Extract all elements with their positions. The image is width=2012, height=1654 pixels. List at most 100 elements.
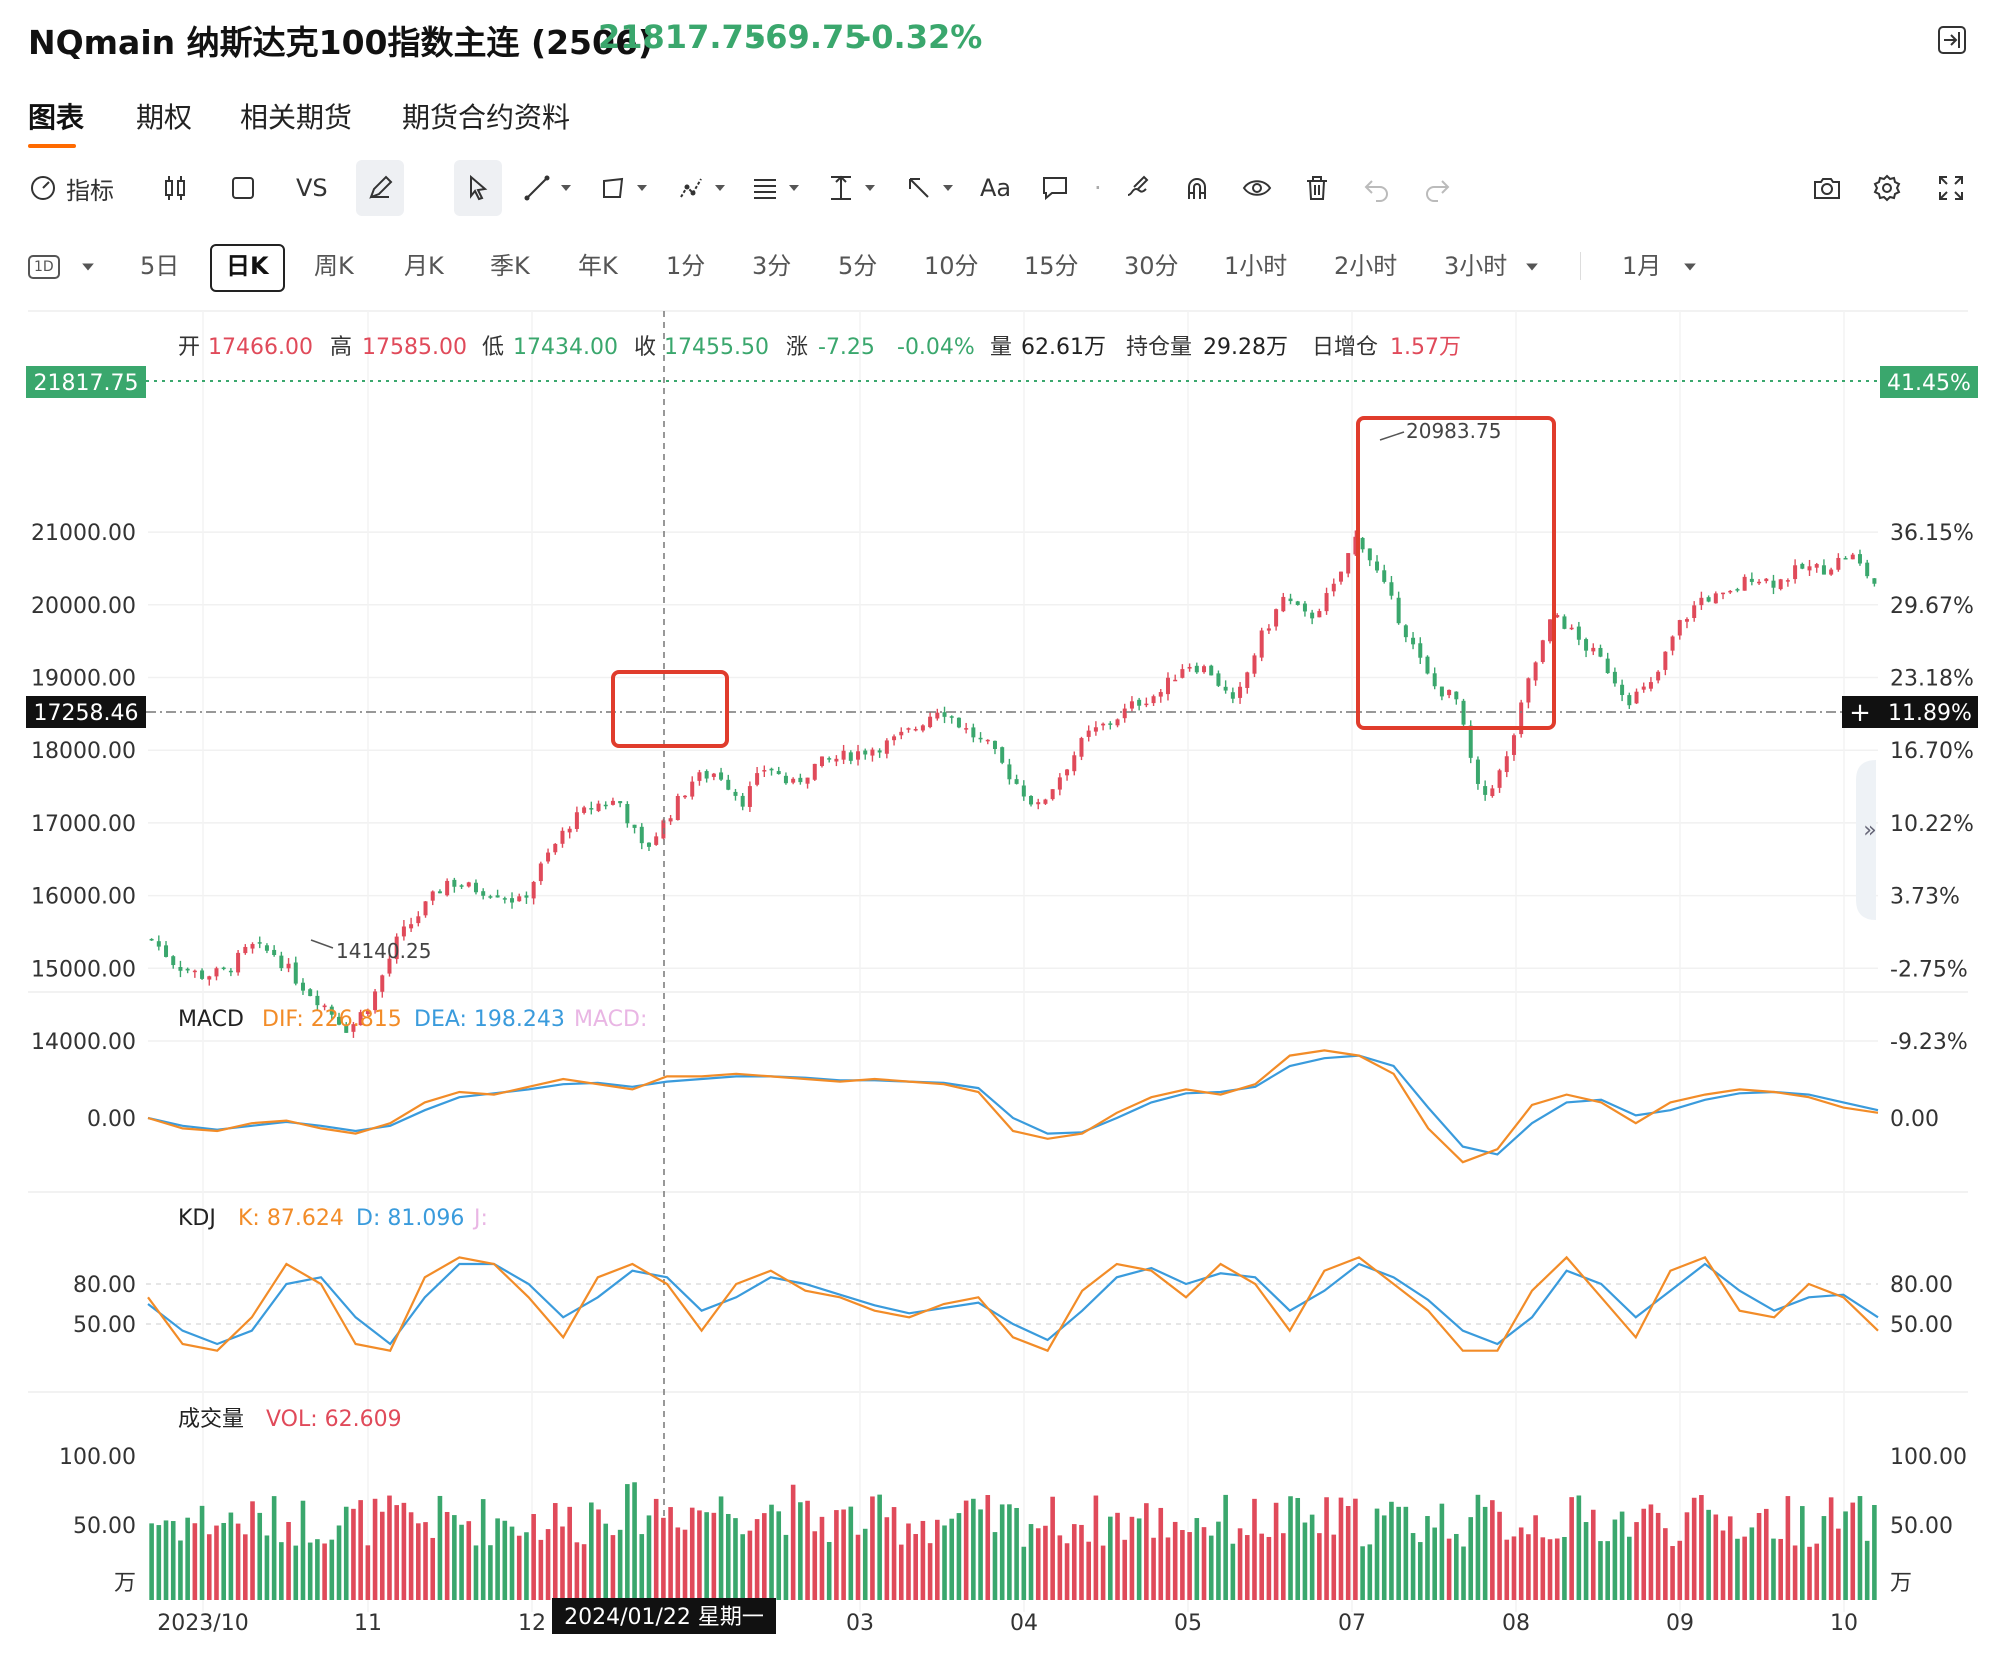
volume-bar <box>689 1507 695 1600</box>
delete-button[interactable] <box>1302 160 1332 216</box>
period-1h[interactable]: 1小时 <box>1224 252 1288 280</box>
candle-body <box>1504 756 1509 773</box>
active-tab-indicator <box>28 144 76 148</box>
fullscreen-button[interactable] <box>1936 160 1966 216</box>
candle-body <box>1165 677 1170 695</box>
screenshot-button[interactable] <box>1812 160 1842 216</box>
crosshair-plus-icon[interactable]: + <box>1849 698 1871 728</box>
candle-body <box>805 777 810 784</box>
shape-tool-button[interactable] <box>598 160 648 216</box>
period-10m[interactable]: 10分 <box>924 252 979 280</box>
text-tool-button[interactable]: Aa <box>980 174 1012 202</box>
last-price: 21817.75 <box>598 18 767 56</box>
candle-body <box>1202 666 1207 673</box>
volume-bar <box>978 1509 983 1600</box>
period-monthly[interactable]: 月K <box>404 252 444 280</box>
candle-body <box>373 991 378 1011</box>
rectangle-button[interactable] <box>228 160 258 216</box>
magnet-button[interactable] <box>1122 160 1152 216</box>
period-5m[interactable]: 5分 <box>838 252 878 280</box>
candle-body <box>834 758 839 762</box>
tab-contract-info[interactable]: 期货合约资料 <box>402 101 571 134</box>
candle-body <box>928 716 933 728</box>
compare-button[interactable]: VS <box>296 174 328 202</box>
volume-bar <box>1086 1541 1091 1600</box>
volume-bar <box>394 1505 399 1600</box>
chevron-double-right-icon[interactable]: » <box>1863 818 1876 843</box>
volume-bar <box>1230 1543 1236 1600</box>
candle-body <box>1129 701 1134 709</box>
candle-body <box>257 942 262 944</box>
line-tool-button[interactable] <box>522 160 572 216</box>
candle-body <box>1468 725 1473 758</box>
period-15m[interactable]: 15分 <box>1024 252 1079 280</box>
volume-bar <box>199 1505 205 1600</box>
magnet-mode-button[interactable] <box>1182 160 1212 216</box>
exit-panel-icon[interactable] <box>1936 24 1968 56</box>
fib-tool-button[interactable] <box>750 160 800 216</box>
chart-type-button[interactable] <box>160 160 190 216</box>
volume-bar <box>718 1496 724 1600</box>
volume-bar <box>834 1510 839 1600</box>
settings-button[interactable] <box>1872 160 1902 216</box>
pencil-button[interactable] <box>356 160 404 216</box>
period-daily[interactable]: 日K <box>210 244 285 292</box>
volume-bar <box>1273 1502 1279 1600</box>
candle-body <box>1223 686 1228 691</box>
period-2h[interactable]: 2小时 <box>1334 252 1398 280</box>
candle-body <box>171 956 176 966</box>
volume-bar <box>1093 1495 1099 1600</box>
candle-body <box>1057 777 1062 790</box>
volume-bar <box>1821 1516 1827 1600</box>
period-3h[interactable]: 3小时 <box>1444 244 1539 288</box>
period-1m[interactable]: 1分 <box>666 252 706 280</box>
arrow-tool-button[interactable] <box>904 160 954 216</box>
period-quarterly[interactable]: 季K <box>490 252 530 280</box>
volume-bar <box>1187 1532 1192 1600</box>
candle-body <box>1403 625 1408 638</box>
grid-lines <box>148 311 1878 1612</box>
candle-body <box>1548 619 1553 642</box>
candle-body <box>870 749 875 756</box>
volume-bar <box>639 1534 645 1600</box>
chevron-down-icon <box>865 185 875 191</box>
volume-bar <box>300 1500 306 1600</box>
tab-related-futures[interactable]: 相关期货 <box>240 101 353 134</box>
period-3h-label: 3小时 <box>1444 252 1508 280</box>
period-30m[interactable]: 30分 <box>1124 252 1179 280</box>
candle-body <box>1209 665 1214 676</box>
undo-button[interactable] <box>1362 160 1392 216</box>
interval-dropdown[interactable]: 1D <box>28 244 95 288</box>
visibility-button[interactable] <box>1242 160 1272 216</box>
volume-bar <box>1663 1528 1668 1600</box>
period-weekly[interactable]: 周K <box>314 252 354 280</box>
period-3m[interactable]: 3分 <box>752 252 792 280</box>
candle-body <box>1749 578 1754 582</box>
tab-chart[interactable]: 图表 <box>28 101 85 134</box>
candle-body <box>1411 637 1416 645</box>
candle-body <box>1641 686 1646 690</box>
volume-bar <box>1432 1527 1437 1600</box>
period-5d[interactable]: 5日 <box>140 252 180 280</box>
candle-body <box>495 895 500 898</box>
interval-badge: 1D <box>28 255 60 279</box>
comment-button[interactable] <box>1040 160 1070 216</box>
ohlc-change-pct: -0.04% <box>897 335 975 360</box>
pct-tick-right: -9.23% <box>1890 1030 1968 1055</box>
range-dropdown[interactable]: 1月 <box>1622 244 1697 288</box>
side-panel-handle[interactable] <box>1856 760 1876 920</box>
tab-options[interactable]: 期权 <box>136 101 193 134</box>
volume-bar <box>1475 1494 1481 1600</box>
redo-button[interactable] <box>1422 160 1452 216</box>
chart-area[interactable]: 开 17466.00 高 17585.00 低 17434.00 收 17455… <box>0 300 2012 1654</box>
volume-bar <box>668 1507 673 1600</box>
period-yearly[interactable]: 年K <box>578 252 618 280</box>
volume-bar <box>1641 1508 1647 1600</box>
volume-bar <box>1007 1504 1012 1600</box>
indicator-button[interactable]: 指标 <box>28 160 114 216</box>
measure-tool-button[interactable] <box>826 160 876 216</box>
cursor-button[interactable] <box>454 160 502 216</box>
node-tool-button[interactable] <box>676 160 726 216</box>
candle-body <box>776 771 781 775</box>
price-tick-left: 14000.00 <box>31 1030 136 1055</box>
